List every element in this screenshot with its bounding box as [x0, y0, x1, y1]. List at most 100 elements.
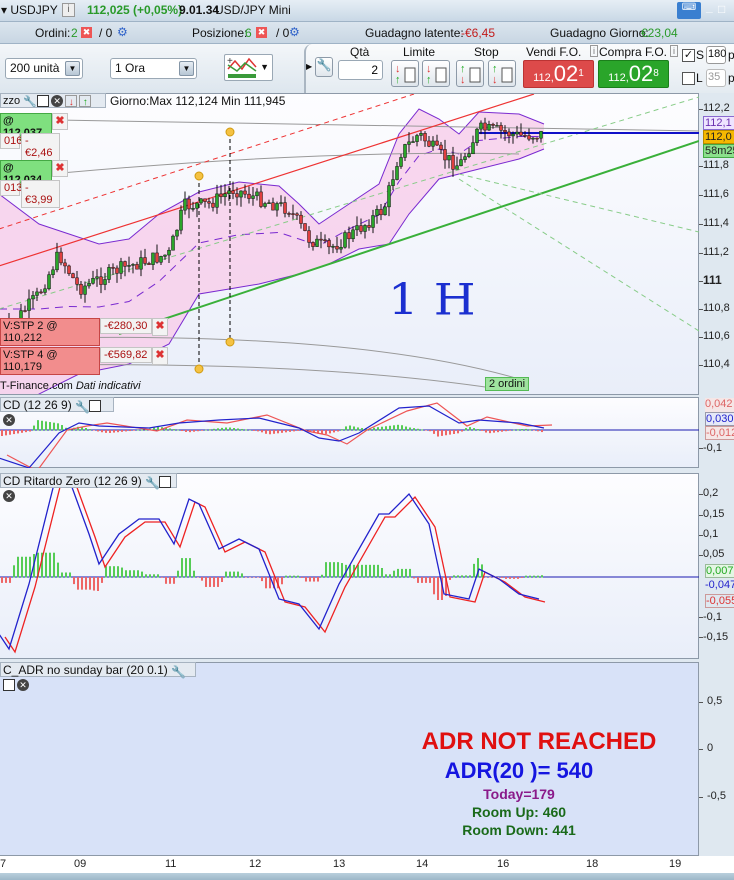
histogram-bar — [189, 430, 191, 433]
gray-curve — [0, 152, 520, 180]
macd-panel[interactable] — [0, 397, 699, 468]
sell-button[interactable]: 112,021 — [523, 60, 594, 88]
signal-line — [4, 481, 546, 654]
macd-line-tag: 0,030 — [705, 412, 734, 426]
window-icon[interactable] — [37, 95, 50, 108]
units-select[interactable]: 200 unità ▼ — [5, 58, 83, 79]
stop-checkbox[interactable]: ✓ — [682, 49, 695, 62]
chevron-down-icon[interactable]: ▼ — [65, 61, 80, 76]
close-icon[interactable]: ✕ — [3, 413, 15, 426]
arrow-down-icon[interactable]: ↓ — [65, 95, 78, 108]
anchor-point — [225, 337, 235, 347]
histogram-bar — [185, 558, 187, 578]
stop-pips-input[interactable]: 180 — [706, 46, 726, 64]
histogram-bar — [57, 423, 59, 431]
close-positions-icon[interactable]: ✖ — [256, 27, 267, 38]
cancel-order-icon[interactable]: ✖ — [52, 160, 68, 177]
histogram-bar — [253, 430, 255, 431]
stop-checkbox-label: S — [696, 48, 705, 62]
gear-icon[interactable]: ⚙ — [289, 25, 300, 39]
sell-label: Vendi F.O. — [526, 45, 582, 59]
histogram-bar — [333, 562, 335, 578]
histogram-bar — [485, 577, 487, 578]
chevron-down-icon[interactable]: ▼ — [179, 61, 194, 76]
macd-zero-lag-chart[interactable] — [0, 474, 699, 659]
close-icon[interactable]: ✕ — [3, 489, 15, 502]
close-icon[interactable]: ✕ — [51, 95, 64, 108]
svg-text:↑: ↑ — [460, 63, 466, 75]
histogram-bar — [533, 430, 535, 431]
close-icon[interactable]: ✕ — [17, 678, 29, 691]
position-label[interactable]: 013 — [0, 180, 22, 196]
histogram-bar — [117, 566, 119, 578]
candle — [43, 288, 47, 293]
macd-line-tag: -0,047 — [705, 579, 734, 591]
symbol-selector[interactable]: ▾ USDJPY — [1, 3, 58, 17]
limit-checkbox[interactable] — [682, 72, 695, 85]
histogram-bar — [253, 577, 255, 578]
minimize-button[interactable]: _ — [706, 0, 713, 14]
stop-buy-button[interactable]: ↑ ↓ — [456, 60, 484, 87]
histogram-bar — [85, 428, 87, 431]
adr-panel[interactable] — [0, 662, 699, 856]
histogram-bar — [217, 428, 219, 431]
stop-sell-button[interactable]: ↑ ↓ — [488, 60, 516, 87]
candle — [183, 198, 187, 211]
timeframe-value: 1 Ora — [115, 61, 146, 75]
chevron-down-icon[interactable]: ▼ — [260, 62, 269, 72]
cancel-order-icon[interactable]: ✖ — [152, 347, 168, 365]
histogram-bar — [317, 577, 319, 582]
histogram-bar — [277, 430, 279, 434]
timeframe-select[interactable]: 1 Ora ▼ — [110, 58, 197, 79]
stop-order-label[interactable]: V:STP 4 @ 110,179 — [0, 347, 100, 375]
cancel-orders-icon[interactable]: ✖ — [81, 27, 92, 38]
candle — [27, 298, 31, 311]
info-icon[interactable]: i — [590, 45, 598, 57]
limit-sell-button[interactable]: ↓ ↑ — [422, 60, 450, 87]
axis-label: -0,15 — [703, 631, 729, 643]
wrench-icon[interactable]: 🔧 — [315, 57, 333, 77]
arrow-up-icon[interactable]: ↑ — [79, 95, 92, 108]
info-icon[interactable]: i — [62, 3, 75, 17]
qty-input[interactable] — [338, 60, 383, 80]
histogram-bar — [245, 429, 247, 431]
wrench-icon[interactable]: 🔧 — [145, 475, 161, 490]
toolbar: 200 unità ▼ 1 Ora ▼ + ▼ ▶ 🔧 Qtà Limite ↓↑ … — [0, 44, 734, 93]
candle — [335, 245, 339, 250]
svg-text:↓: ↓ — [492, 74, 498, 86]
red-dashed-line — [0, 94, 415, 230]
buy-button[interactable]: 112,028 — [598, 60, 669, 88]
window-icon[interactable] — [89, 399, 102, 412]
stop-order-label[interactable]: V:STP 2 @ 110,212 — [0, 318, 100, 346]
window-icon[interactable] — [3, 678, 15, 691]
maximize-button[interactable]: □ — [718, 2, 726, 16]
macd-zero-lag-panel[interactable] — [0, 473, 699, 659]
histogram-bar — [153, 574, 155, 578]
bottom-scrollbar[interactable] — [0, 873, 734, 880]
time-label: 09 — [74, 858, 87, 870]
info-icon[interactable]: i — [670, 45, 678, 57]
window-icon[interactable] — [159, 475, 172, 488]
cancel-order-icon[interactable]: ✖ — [52, 113, 68, 130]
gear-icon[interactable]: ⚙ — [117, 25, 128, 39]
candle — [187, 198, 191, 210]
time-axis[interactable]: 7 09 11 12 13 14 16 18 19 — [0, 856, 734, 873]
limit-buy-button[interactable]: ↓ ↑ — [391, 60, 419, 87]
wrench-icon[interactable]: 🔧 — [171, 664, 187, 679]
macd-chart[interactable] — [0, 398, 699, 468]
wrench-icon[interactable]: 🔧 — [75, 399, 90, 414]
histogram-bar — [29, 556, 31, 578]
wrench-icon[interactable]: 🔧 — [23, 96, 37, 109]
histogram-bar — [93, 577, 95, 591]
histogram-bar — [309, 430, 311, 432]
histogram-bar — [493, 430, 495, 433]
candle — [255, 191, 259, 197]
histogram-bar — [21, 430, 23, 433]
limit-pips-input[interactable]: 35 — [706, 69, 726, 87]
orders-badge[interactable]: 2 ordini — [485, 377, 530, 391]
keyboard-icon[interactable]: ⌨ — [677, 2, 701, 19]
cancel-order-icon[interactable]: ✖ — [152, 318, 168, 336]
position-label[interactable]: 016 — [0, 133, 22, 149]
candle — [275, 203, 279, 211]
add-indicator-button[interactable]: + ▼ — [224, 54, 273, 81]
